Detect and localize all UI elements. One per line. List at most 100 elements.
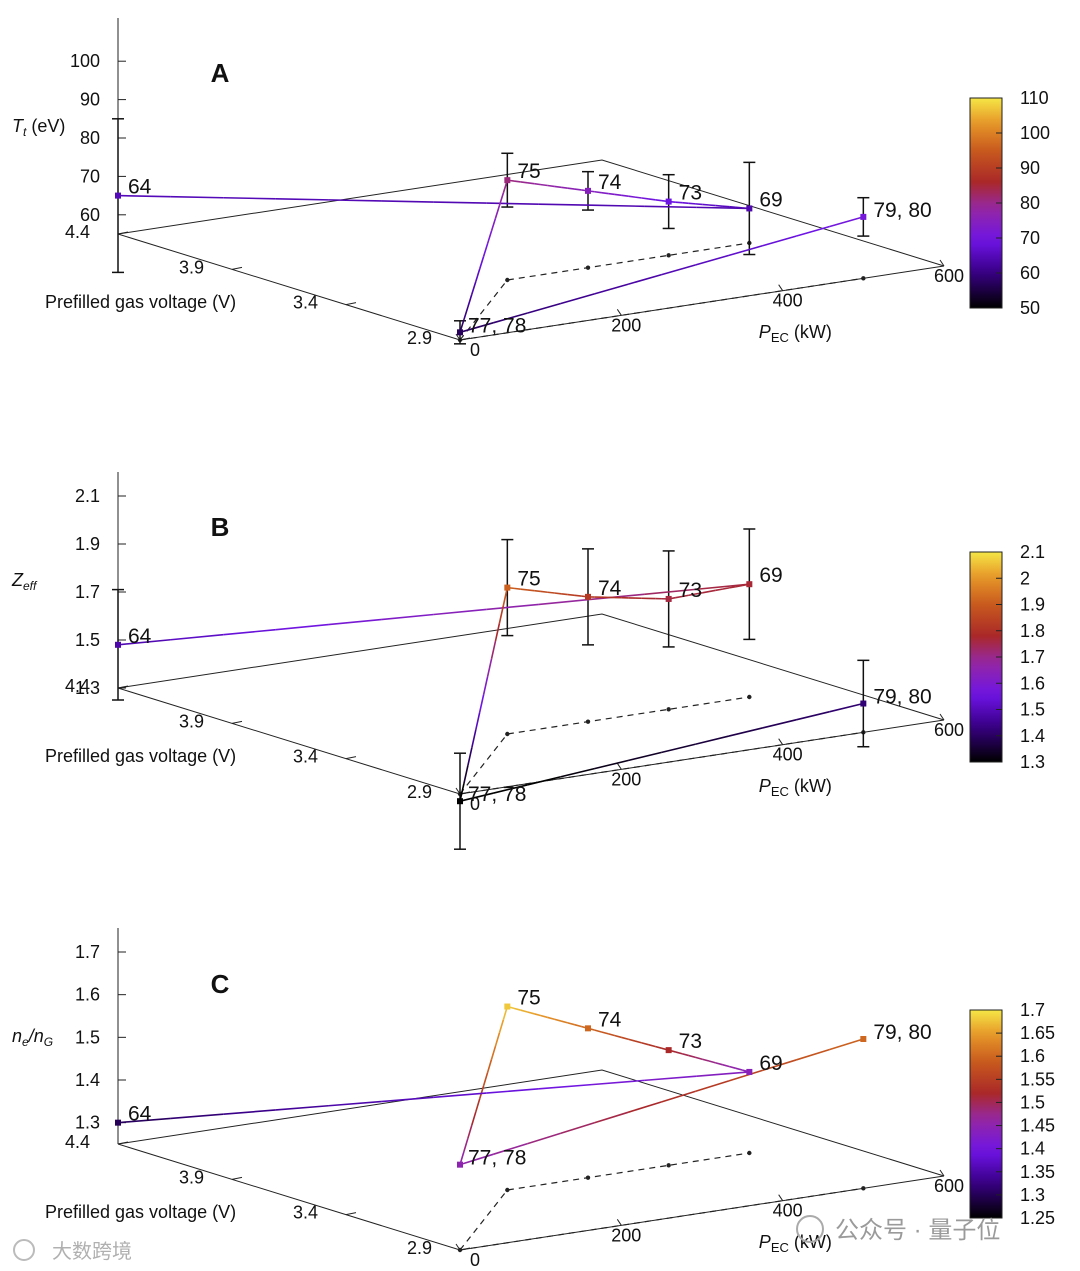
data-label: 77, 78: [468, 314, 526, 337]
series-line-segment: [675, 201, 683, 204]
x-tick-mark: [939, 1169, 945, 1177]
base-projection-path: [459, 731, 864, 795]
series-line-segment: [574, 594, 582, 597]
series-line-segment: [478, 256, 485, 270]
data-point: [115, 641, 121, 648]
series-line-segment: [795, 1048, 830, 1061]
colorbar-tick-label: 1.3: [1020, 1185, 1045, 1205]
series-line-segment: [560, 293, 595, 305]
series-line-segment: [486, 1088, 539, 1094]
series-line-segment: [648, 1043, 656, 1048]
series-line-segment: [486, 1059, 493, 1073]
data-point: [665, 595, 672, 602]
series-line-segment: [471, 1111, 477, 1126]
data-point: [860, 700, 867, 707]
series-line-segment: [655, 1045, 663, 1050]
series-line-segment: [117, 194, 171, 198]
series-line-segment: [567, 187, 575, 190]
series-line-segment: [540, 590, 548, 594]
data-label: 69: [759, 564, 782, 587]
colorbar-tick-label: 60: [1020, 263, 1040, 283]
base-plane-back-edges: [117, 159, 945, 267]
series-line-segment: [627, 273, 662, 285]
series-line-segment: [702, 203, 710, 206]
series-line-segment: [591, 204, 645, 208]
y-tick-label: 4.4: [65, 1132, 90, 1152]
data-label: 77, 78: [468, 1147, 526, 1170]
series-line-segment: [520, 588, 528, 591]
y-tick-mark: [345, 1212, 357, 1216]
watermark-text: 公众号 · 量子位: [835, 1217, 1000, 1244]
z-tick-label: 1.7: [75, 582, 100, 602]
data-point: [665, 1047, 672, 1054]
x-tick-mark: [616, 1219, 622, 1226]
colorbar: 1.3 1.4 1.5 1.6 1.7 1.8 1.9 2 2.1: [969, 542, 1045, 772]
y-tick-mark: [231, 266, 243, 270]
series-line-segment: [762, 719, 797, 729]
series-line-segment: [695, 735, 730, 746]
series-line-segment: [681, 1052, 690, 1057]
series-line-segment: [433, 1092, 487, 1099]
series-line-segment: [661, 264, 696, 276]
series-line-segment: [728, 244, 763, 257]
series-line-segment: [695, 203, 703, 206]
series-line-segment: [594, 1029, 602, 1033]
base-projection-marker: [666, 253, 671, 258]
data-point: [457, 1161, 463, 1168]
series-line-segment: [554, 185, 562, 189]
data-label: 64: [128, 176, 152, 199]
series-line-segment: [628, 1038, 636, 1042]
series-line-segment: [594, 190, 602, 194]
data-label: 75: [517, 987, 540, 1010]
series-line-segment: [527, 1011, 535, 1015]
data-point: [746, 205, 753, 212]
z-tick-label: 1.7: [75, 942, 100, 962]
series-line-segment: [493, 784, 528, 794]
series-line-segment: [459, 1153, 494, 1166]
data-label: 79, 80: [873, 199, 931, 222]
series-line-segment: [695, 1080, 730, 1093]
series-line-segment: [328, 1100, 382, 1107]
series-line-segment: [641, 1042, 649, 1046]
colorbar-tick-label: 1.4: [1020, 1139, 1045, 1159]
colorbar-tick-label: 2: [1020, 568, 1030, 588]
series-line-segment: [513, 180, 521, 183]
x-tick-label: 0: [470, 794, 480, 814]
series-line-segment: [467, 1124, 473, 1139]
colorbar-tick-label: 70: [1020, 228, 1040, 248]
series-line-segment: [534, 589, 542, 593]
series-line-segment: [554, 1018, 562, 1022]
x-tick-mark: [778, 1194, 784, 1201]
data-point: [504, 584, 511, 591]
y-tick-label: 3.4: [293, 1203, 318, 1223]
series-line-segment: [594, 759, 629, 770]
series-line-segment: [648, 198, 656, 201]
series-line-segment: [486, 230, 493, 244]
series-line-segment: [540, 183, 548, 187]
colorbar-tick-label: 1.3: [1020, 752, 1045, 772]
series-line-segment: [708, 1060, 716, 1064]
series-line-segment: [486, 603, 539, 611]
data-point: [746, 1068, 753, 1075]
x-axis-label: PEC (kW): [759, 322, 832, 345]
data-label: 74: [598, 577, 622, 600]
series-line-segment: [459, 321, 494, 334]
data-point: [457, 329, 463, 336]
y-tick-label: 3.9: [179, 257, 204, 277]
series-line-segment: [474, 712, 481, 731]
z-tick-label: 80: [80, 128, 100, 148]
y-tick-label: 3.4: [293, 747, 318, 767]
data-label: 64: [128, 625, 152, 648]
y-tick-label: 2.9: [407, 328, 432, 348]
series-line-segment: [498, 192, 505, 206]
series-line-segment: [486, 202, 539, 205]
colorbar-tick-label: 1.9: [1020, 595, 1045, 615]
series-line-segment: [482, 243, 489, 257]
series-line-segment: [275, 1104, 329, 1111]
series-line-segment: [702, 590, 710, 594]
colorbar-tick-label: 2.1: [1020, 542, 1045, 562]
data-label: 73: [679, 182, 702, 205]
colorbar-tick-label: 1.55: [1020, 1069, 1055, 1089]
series-line-segment: [574, 1023, 582, 1028]
series-line-segment: [627, 1101, 662, 1114]
